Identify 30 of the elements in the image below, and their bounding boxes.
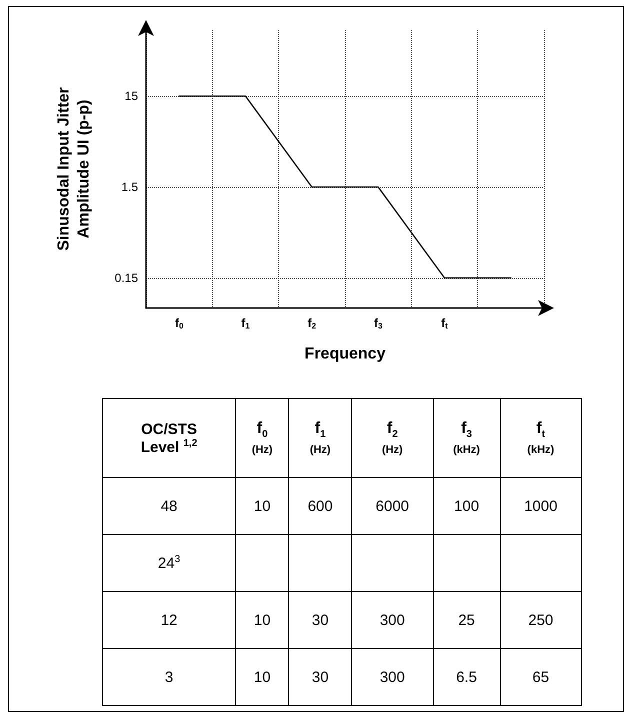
text: 600	[308, 498, 333, 514]
text: 25	[458, 612, 475, 628]
y-tick-label: 15	[124, 89, 138, 104]
text: 6.5	[456, 668, 477, 686]
y-axis-title: Sinusodal Input Jitter Amplitude UI (p-p)	[56, 87, 92, 251]
category-label: f$_{t}$ (kHz)	[526, 420, 556, 456]
category-label: 48	[160, 498, 178, 514]
text: 300	[380, 668, 405, 686]
category-label: OC/STS Level $^{1,2}$	[140, 420, 198, 456]
text: 30	[312, 668, 329, 686]
text: 10	[254, 612, 271, 628]
category-label: 3	[164, 668, 174, 686]
x-axis-title: Frequency	[304, 346, 386, 362]
text: 250	[528, 612, 554, 628]
text: 6000	[376, 498, 410, 514]
category-label: f$_{2}$ (Hz)	[380, 420, 404, 456]
text: 30	[312, 612, 329, 628]
category-label: 24$^{3}$	[158, 554, 180, 572]
text: 65	[532, 668, 550, 686]
y-tick-label: 0.15	[114, 270, 138, 285]
text: 1000	[524, 498, 558, 514]
category-label: f$_{0}$ (Hz)	[250, 420, 274, 456]
text: 300	[380, 612, 405, 628]
category-label: f$_{1}$ (Hz)	[308, 420, 332, 456]
text: 100	[454, 498, 480, 514]
text: 10	[254, 668, 271, 686]
text: 10	[254, 498, 271, 514]
category-label: 12	[160, 612, 178, 628]
y-tick-label: 1.5	[121, 180, 138, 194]
category-label: f$_{3}$ (kHz)	[452, 420, 481, 456]
